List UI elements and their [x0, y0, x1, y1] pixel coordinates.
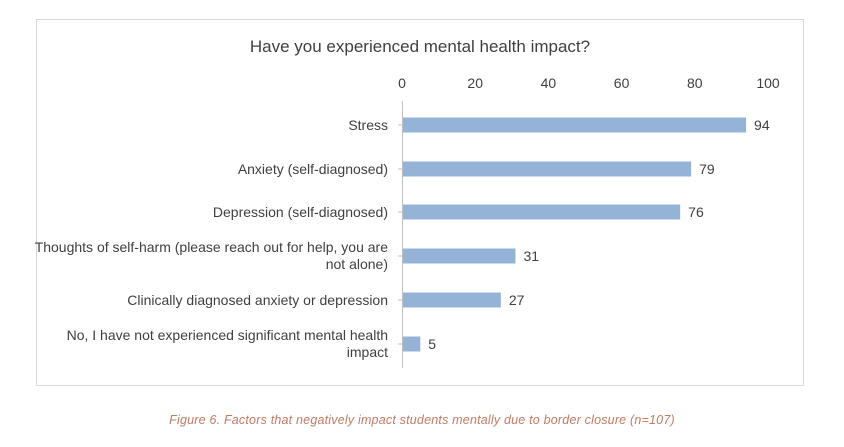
category-label: Clinically diagnosed anxiety or depressi…: [127, 291, 388, 308]
bar: [403, 204, 681, 220]
x-tick-label: 80: [687, 75, 703, 91]
category-label: Thoughts of self-harm (please reach out …: [34, 239, 388, 272]
bar: [403, 336, 421, 352]
x-tick-label: 100: [756, 75, 780, 91]
bar: [403, 161, 692, 177]
bar: [403, 248, 516, 264]
data-label: 94: [754, 117, 770, 133]
category-label: Depression (self-diagnosed): [212, 203, 388, 220]
chart-frame: [36, 19, 804, 386]
x-tick-label: 60: [614, 75, 630, 91]
data-label: 27: [509, 292, 525, 308]
data-label: 76: [688, 204, 704, 220]
x-tick-label: 0: [398, 75, 406, 91]
x-tick-label: 40: [541, 75, 557, 91]
data-label: 31: [523, 248, 539, 264]
data-label: 5: [428, 336, 436, 352]
category-label: Stress: [348, 116, 388, 133]
category-label: Anxiety (self-diagnosed): [237, 160, 388, 177]
data-label: 79: [699, 161, 715, 177]
bar: [403, 117, 747, 133]
bar: [403, 292, 501, 308]
figure-caption: Figure 6. Factors that negatively impact…: [169, 413, 675, 427]
x-tick-label: 20: [467, 75, 483, 91]
category-label: No, I have not experienced significant m…: [66, 327, 388, 360]
chart-title: Have you experienced mental health impac…: [249, 37, 591, 56]
